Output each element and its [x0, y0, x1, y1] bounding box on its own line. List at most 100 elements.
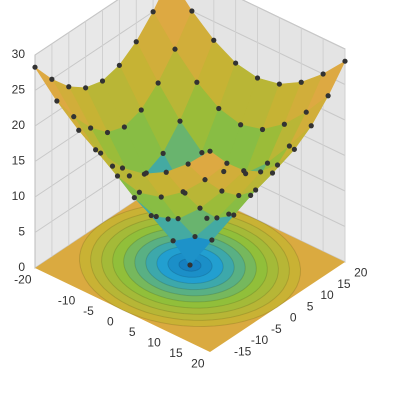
z-tick-label: 30	[12, 47, 26, 61]
data-point	[49, 76, 55, 82]
data-point	[155, 80, 161, 86]
y-tick-label: 15	[337, 277, 351, 291]
data-point	[194, 79, 200, 85]
data-point	[163, 169, 169, 175]
data-point	[148, 212, 154, 219]
data-point	[150, 9, 156, 15]
y-tick-label: -10	[251, 333, 269, 347]
data-point	[238, 122, 244, 128]
z-tick-label: 25	[12, 83, 26, 97]
data-point	[274, 162, 281, 168]
data-point	[32, 64, 38, 70]
x-tick-label: -5	[83, 304, 94, 318]
data-point	[76, 127, 82, 133]
data-point	[192, 233, 198, 240]
data-point	[114, 173, 121, 179]
data-point	[259, 126, 266, 133]
z-tick-label: 0	[18, 260, 25, 274]
data-point	[204, 215, 210, 221]
data-point	[121, 124, 127, 130]
data-point	[189, 8, 195, 14]
z-tick-label: 20	[12, 118, 26, 132]
grid-line	[34, 0, 346, 56]
data-point	[116, 62, 122, 68]
data-point	[298, 79, 304, 85]
x-tick-label: 20	[191, 356, 205, 370]
data-point	[276, 81, 282, 87]
data-point	[119, 165, 126, 171]
data-point	[253, 187, 259, 193]
y-tick-label: -15	[234, 344, 252, 358]
data-point	[83, 85, 89, 91]
z-tick-label: 15	[12, 154, 26, 168]
data-point	[211, 37, 217, 43]
data-point	[243, 171, 249, 177]
data-point	[199, 150, 205, 156]
data-point	[98, 150, 104, 156]
data-point	[175, 216, 181, 222]
data-point	[236, 192, 242, 199]
data-point	[177, 118, 183, 124]
data-point	[248, 192, 254, 198]
data-point	[187, 262, 193, 268]
y-tick-label: 0	[290, 311, 297, 325]
data-point	[269, 170, 276, 176]
data-point	[109, 163, 116, 169]
data-point	[71, 114, 77, 120]
data-point	[219, 188, 225, 194]
data-point	[54, 98, 60, 104]
data-point	[254, 75, 261, 81]
y-tick-label: 5	[307, 299, 314, 313]
data-point	[224, 160, 230, 166]
y-tick-label: -5	[271, 322, 282, 336]
data-point	[126, 173, 132, 179]
data-point	[99, 78, 106, 84]
x-tick-label: 5	[129, 325, 136, 339]
data-point	[286, 143, 292, 149]
data-point	[170, 238, 176, 244]
data-point	[320, 71, 326, 77]
y-tick-label: 10	[320, 288, 334, 302]
data-point	[233, 60, 239, 66]
data-point	[160, 150, 166, 156]
data-point	[231, 212, 237, 218]
data-point	[172, 46, 178, 52]
data-point	[185, 161, 191, 167]
data-point	[131, 195, 137, 201]
data-point	[342, 58, 348, 64]
z-tick-label: 5	[18, 225, 25, 239]
data-point	[93, 147, 99, 153]
data-point	[165, 216, 171, 222]
data-point	[138, 107, 144, 113]
data-point	[153, 213, 159, 220]
data-point	[197, 205, 203, 211]
data-point	[264, 160, 271, 166]
x-tick-label: 0	[107, 314, 114, 328]
data-point	[136, 189, 142, 195]
data-point	[281, 121, 287, 127]
data-point	[158, 194, 164, 200]
data-point	[258, 169, 264, 175]
data-point	[214, 215, 220, 221]
data-point	[143, 170, 149, 176]
data-point	[182, 190, 188, 196]
data-point	[207, 148, 213, 154]
data-point	[308, 123, 314, 129]
y-tick-label: 20	[354, 266, 368, 280]
data-point	[202, 177, 208, 183]
x-tick-label: -10	[58, 293, 76, 307]
data-point	[325, 93, 331, 99]
x-tick-label: -20	[14, 272, 32, 286]
data-point	[66, 84, 72, 90]
data-point	[291, 146, 297, 152]
data-point	[209, 237, 215, 243]
data-point	[303, 109, 309, 115]
data-point	[216, 105, 222, 112]
z-tick-label: 10	[12, 189, 26, 203]
data-point	[226, 211, 232, 217]
x-tick-label: 15	[169, 346, 183, 360]
x-tick-label: 10	[147, 335, 161, 349]
data-point	[104, 129, 111, 136]
data-point	[88, 125, 94, 131]
